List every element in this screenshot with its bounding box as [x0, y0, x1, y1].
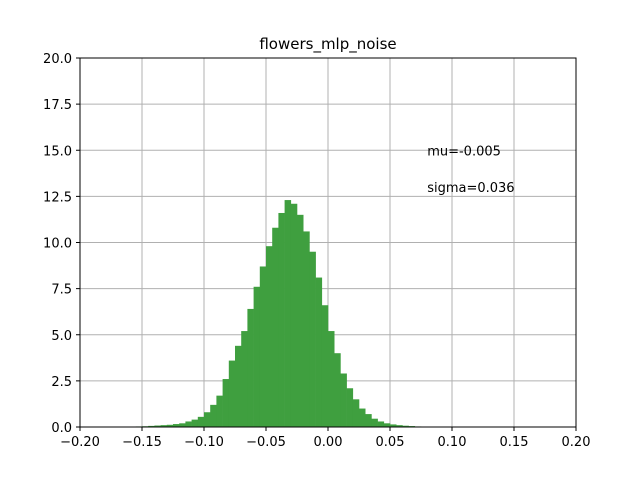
y-tick-label: 15.0 — [43, 144, 72, 159]
histogram-bar — [402, 425, 409, 427]
histogram-bar — [352, 399, 360, 427]
x-tick-label: 0.15 — [500, 435, 529, 450]
histogram-bar — [383, 423, 391, 427]
y-tick-label: 0.0 — [51, 421, 72, 436]
sigma-annotation: sigma=0.036 — [427, 181, 514, 196]
histogram-bar — [210, 404, 217, 427]
histogram-bar — [334, 353, 341, 427]
histogram-bar — [340, 373, 347, 427]
y-tick-label: 10.0 — [43, 237, 72, 252]
histogram-bar — [154, 425, 161, 427]
histogram-bar — [253, 286, 261, 427]
histogram-bar — [328, 331, 335, 427]
chart-title: flowers_mlp_noise — [259, 35, 396, 54]
x-tick-label: −0.10 — [184, 435, 224, 450]
histogram-bar — [216, 395, 223, 427]
mu-annotation: mu=-0.005 — [427, 144, 501, 159]
histogram-bar — [235, 345, 242, 427]
y-tick-label: 20.0 — [43, 52, 72, 67]
histogram-bar — [284, 200, 292, 427]
histogram-bar — [371, 418, 378, 427]
histogram-bar — [247, 308, 254, 427]
histogram-bar — [204, 412, 211, 427]
histogram-bar — [179, 423, 186, 427]
histogram-bar — [259, 266, 267, 427]
x-tick-label: −0.15 — [122, 435, 162, 450]
x-tick-label: −0.20 — [60, 435, 100, 450]
histogram-bar — [309, 251, 316, 427]
histogram-bar — [346, 388, 354, 427]
histogram-bar — [315, 277, 323, 427]
histogram-bar — [390, 424, 397, 427]
histogram-bar — [321, 305, 329, 427]
y-tick-label: 12.5 — [43, 190, 72, 205]
x-tick-label: 0.05 — [376, 435, 405, 450]
x-tick-label: −0.05 — [246, 435, 286, 450]
histogram-bar — [272, 227, 279, 427]
histogram-bar — [278, 212, 285, 427]
axis-ticks: −0.20 −0.15 −0.10 −0.05 0.00 0.05 0.10 0.15 0.20… — [43, 52, 590, 450]
x-tick-label: 0.20 — [562, 435, 591, 450]
y-tick-label: 2.5 — [51, 375, 72, 390]
histogram-bar — [191, 419, 199, 427]
histogram-bar — [185, 421, 192, 427]
y-tick-label: 7.5 — [51, 283, 72, 298]
histogram-bars — [129, 200, 434, 427]
y-tick-label: 17.5 — [43, 98, 72, 113]
histogram-bar — [148, 425, 155, 427]
histogram-bar — [241, 331, 248, 427]
histogram-bar — [173, 424, 180, 427]
histogram-bar — [396, 425, 403, 427]
annotations: mu=-0.005 sigma=0.036 — [427, 144, 514, 196]
histogram-bar — [266, 246, 273, 427]
x-tick-label: 0.00 — [314, 435, 343, 450]
histogram-bar — [377, 421, 385, 427]
x-tick-label: 0.10 — [438, 435, 467, 450]
histogram-bar — [297, 214, 304, 427]
histogram-bar — [359, 408, 366, 427]
histogram-bar — [160, 425, 168, 427]
histogram-bar — [365, 414, 372, 427]
histogram-bar — [303, 231, 310, 427]
y-tick-label: 5.0 — [51, 329, 72, 344]
histogram-bar — [228, 360, 236, 427]
histogram-bar — [166, 424, 174, 427]
histogram-bar — [290, 203, 298, 427]
histogram-bar — [222, 379, 230, 427]
histogram-bar — [197, 416, 205, 427]
